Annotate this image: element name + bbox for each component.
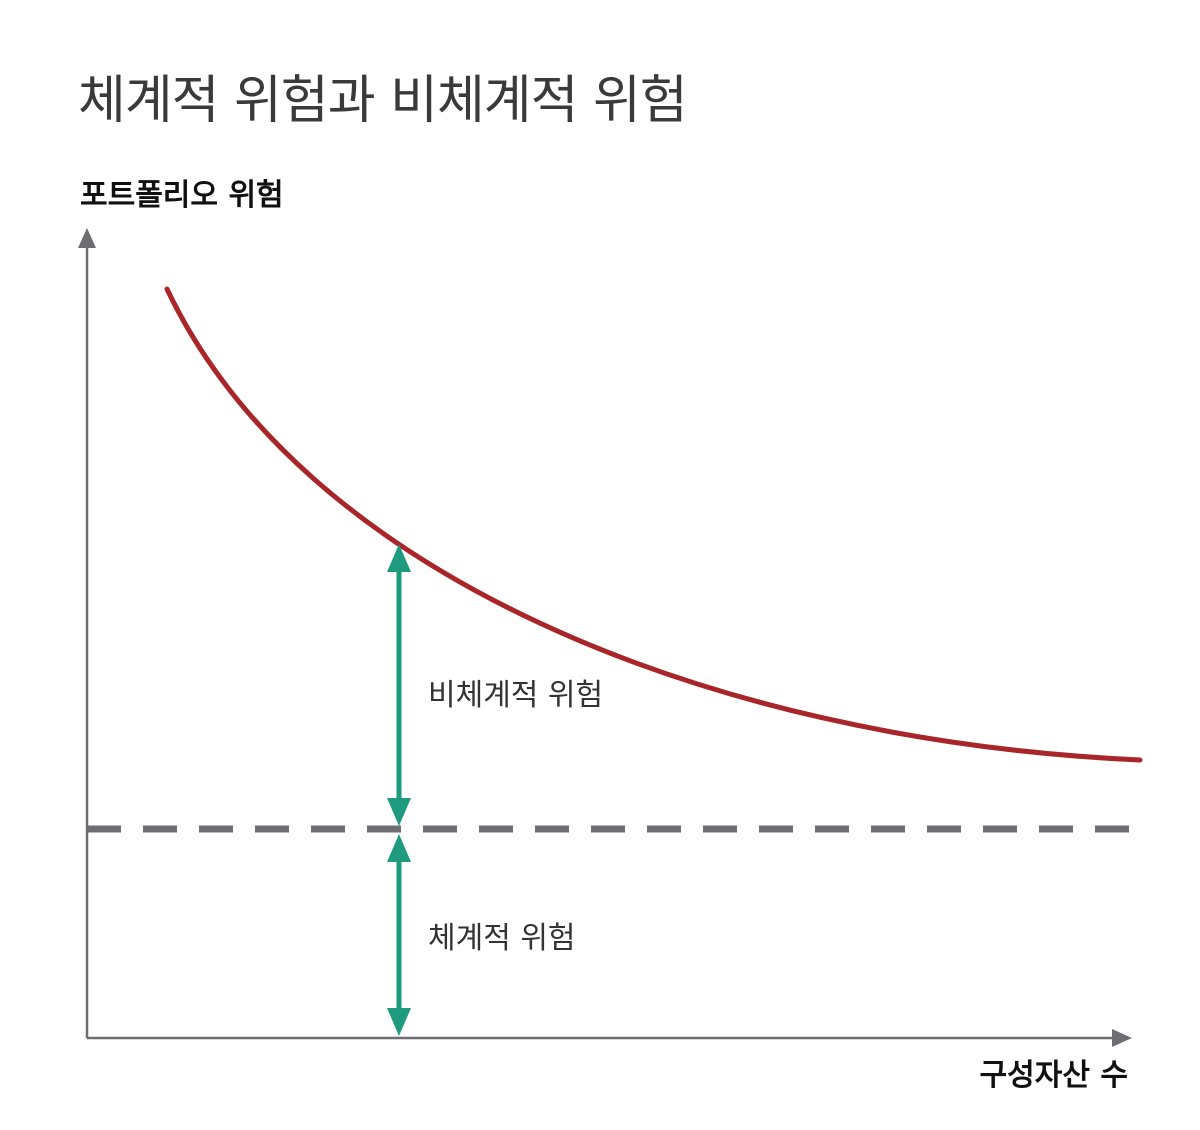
- down-arrowhead-icon: [387, 798, 411, 826]
- x-axis-arrowhead-icon: [1112, 1029, 1132, 1047]
- portfolio-risk-curve: [164, 286, 1143, 763]
- unsystematic-risk-label: 비체계적 위험: [428, 678, 603, 713]
- down-arrowhead-icon: [387, 1008, 411, 1036]
- unsystematic-risk-arrow: [387, 544, 411, 826]
- y-axis-label: 포트폴리오 위험: [80, 178, 284, 213]
- up-arrowhead-icon: [387, 834, 411, 862]
- systematic-risk-arrow: [387, 834, 411, 1036]
- y-axis-arrowhead-icon: [78, 228, 96, 248]
- up-arrowhead-icon: [387, 544, 411, 572]
- page-title: 체계적 위험과 비체계적 위험: [78, 71, 688, 131]
- systematic-risk-label: 체계적 위험: [428, 921, 576, 956]
- x-axis-label: 구성자산 수: [980, 1058, 1128, 1093]
